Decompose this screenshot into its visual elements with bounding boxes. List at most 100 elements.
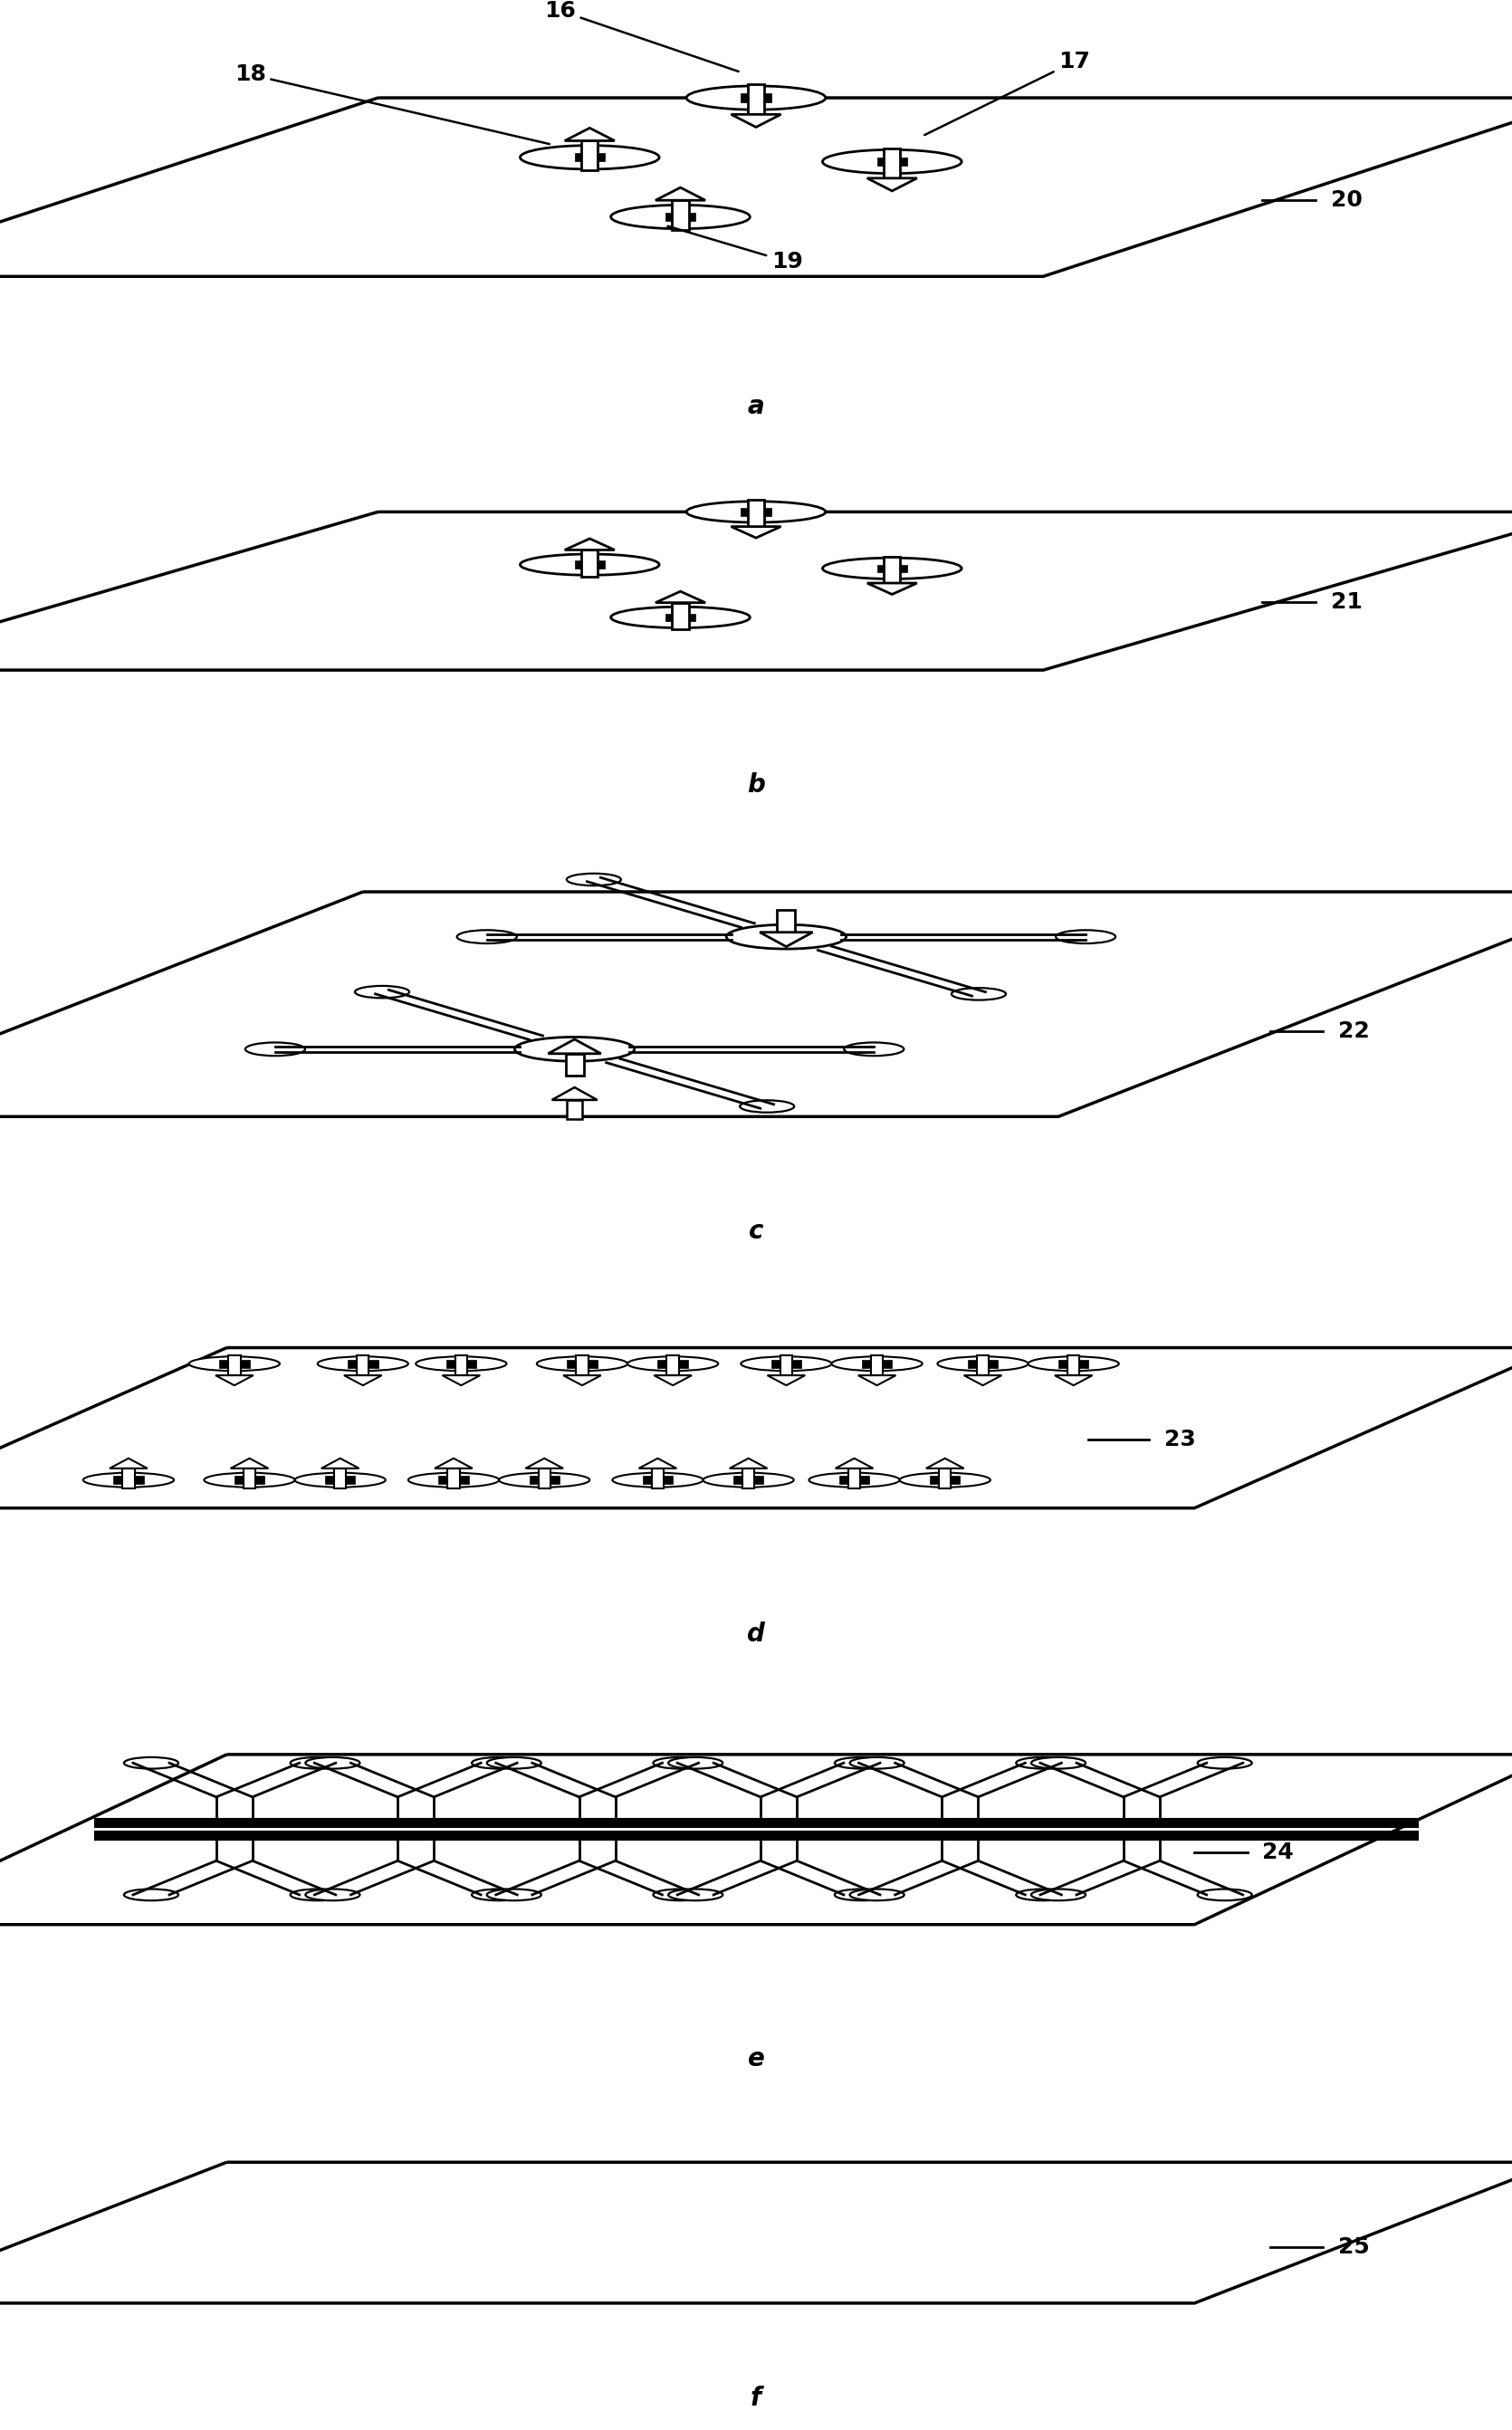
Ellipse shape xyxy=(835,1757,889,1769)
Ellipse shape xyxy=(1016,1888,1070,1900)
Ellipse shape xyxy=(290,1757,345,1769)
Polygon shape xyxy=(868,177,916,192)
Polygon shape xyxy=(219,1361,249,1368)
Polygon shape xyxy=(665,214,696,221)
Polygon shape xyxy=(110,1458,148,1468)
Polygon shape xyxy=(730,527,780,537)
Polygon shape xyxy=(442,1375,481,1385)
Polygon shape xyxy=(565,539,614,549)
Ellipse shape xyxy=(204,1473,295,1487)
Polygon shape xyxy=(877,158,907,165)
Polygon shape xyxy=(747,85,764,114)
Polygon shape xyxy=(565,1055,584,1076)
Ellipse shape xyxy=(612,1473,703,1487)
Polygon shape xyxy=(526,1458,562,1468)
Ellipse shape xyxy=(457,931,517,943)
Polygon shape xyxy=(868,583,916,595)
Ellipse shape xyxy=(487,1757,541,1769)
Polygon shape xyxy=(658,1361,688,1368)
Ellipse shape xyxy=(499,1473,590,1487)
Ellipse shape xyxy=(668,1757,723,1769)
Ellipse shape xyxy=(726,926,847,948)
Polygon shape xyxy=(883,556,900,583)
Polygon shape xyxy=(575,561,605,569)
Ellipse shape xyxy=(355,987,410,999)
Polygon shape xyxy=(671,199,689,231)
Polygon shape xyxy=(730,114,780,126)
Ellipse shape xyxy=(823,151,962,173)
Polygon shape xyxy=(565,129,614,141)
Polygon shape xyxy=(230,1458,269,1468)
Ellipse shape xyxy=(537,1356,627,1371)
Ellipse shape xyxy=(1016,1757,1070,1769)
Text: 20: 20 xyxy=(1331,190,1362,211)
Ellipse shape xyxy=(653,1888,708,1900)
Ellipse shape xyxy=(408,1473,499,1487)
Text: 16: 16 xyxy=(544,0,738,70)
Polygon shape xyxy=(777,911,795,933)
Ellipse shape xyxy=(686,501,826,522)
Text: 21: 21 xyxy=(1331,590,1362,612)
Ellipse shape xyxy=(295,1473,386,1487)
Polygon shape xyxy=(348,1361,378,1368)
Polygon shape xyxy=(576,1356,588,1375)
Ellipse shape xyxy=(668,1888,723,1900)
Text: b: b xyxy=(747,773,765,797)
Polygon shape xyxy=(848,1468,860,1490)
Polygon shape xyxy=(925,1458,965,1468)
Polygon shape xyxy=(1055,1375,1092,1385)
Polygon shape xyxy=(567,1101,582,1118)
Polygon shape xyxy=(939,1468,951,1490)
Ellipse shape xyxy=(844,1042,904,1055)
Polygon shape xyxy=(839,1475,869,1485)
Ellipse shape xyxy=(951,989,1005,1001)
Ellipse shape xyxy=(305,1757,360,1769)
Polygon shape xyxy=(435,1458,472,1468)
Ellipse shape xyxy=(1198,1888,1252,1900)
Polygon shape xyxy=(547,1040,602,1055)
Polygon shape xyxy=(653,1375,691,1385)
Polygon shape xyxy=(357,1356,369,1375)
Text: d: d xyxy=(747,1621,765,1648)
Polygon shape xyxy=(529,1475,559,1485)
Ellipse shape xyxy=(124,1888,178,1900)
Polygon shape xyxy=(733,1475,764,1485)
Ellipse shape xyxy=(850,1888,904,1900)
Ellipse shape xyxy=(245,1042,305,1055)
Polygon shape xyxy=(1067,1356,1080,1375)
Polygon shape xyxy=(446,1361,476,1368)
Polygon shape xyxy=(122,1468,135,1490)
Ellipse shape xyxy=(850,1757,904,1769)
Text: a: a xyxy=(747,394,765,418)
Ellipse shape xyxy=(686,85,826,109)
Polygon shape xyxy=(871,1356,883,1375)
Polygon shape xyxy=(729,1458,767,1468)
Ellipse shape xyxy=(1055,931,1116,943)
Polygon shape xyxy=(638,1458,677,1468)
Polygon shape xyxy=(575,153,605,160)
Ellipse shape xyxy=(189,1356,280,1371)
Ellipse shape xyxy=(514,1038,635,1062)
Text: e: e xyxy=(747,2046,765,2070)
Polygon shape xyxy=(741,92,771,102)
Polygon shape xyxy=(656,590,705,603)
Ellipse shape xyxy=(124,1757,178,1769)
Text: 25: 25 xyxy=(1338,2236,1370,2257)
Ellipse shape xyxy=(832,1356,922,1371)
Polygon shape xyxy=(835,1458,872,1468)
Polygon shape xyxy=(859,1375,895,1385)
Polygon shape xyxy=(538,1468,550,1490)
Text: 23: 23 xyxy=(1164,1429,1196,1451)
Polygon shape xyxy=(877,564,907,571)
Ellipse shape xyxy=(520,146,659,170)
Polygon shape xyxy=(747,501,764,527)
Polygon shape xyxy=(113,1475,144,1485)
Ellipse shape xyxy=(567,872,621,885)
Ellipse shape xyxy=(703,1473,794,1487)
Ellipse shape xyxy=(1198,1757,1252,1769)
Text: f: f xyxy=(750,2386,762,2411)
Text: 24: 24 xyxy=(1263,1842,1294,1864)
Polygon shape xyxy=(977,1356,989,1375)
Polygon shape xyxy=(643,1475,673,1485)
Polygon shape xyxy=(930,1475,960,1485)
